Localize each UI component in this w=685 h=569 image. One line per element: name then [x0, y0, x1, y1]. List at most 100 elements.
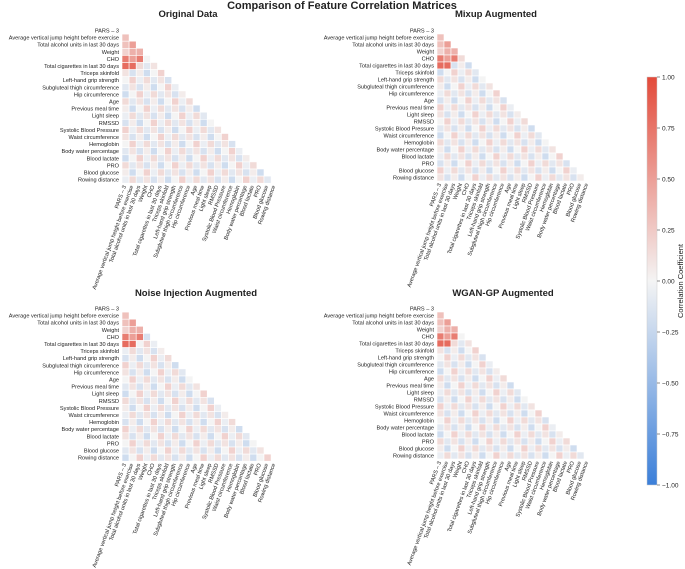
heatmap-cells [121, 33, 272, 184]
heatmap-cell [492, 173, 501, 182]
row-label: Body water percentage [61, 427, 119, 433]
heatmap-cell [457, 451, 466, 460]
heatmap-cell [128, 40, 137, 49]
heatmap-cell [562, 173, 571, 182]
colorbar-tick-label: −1.00 [662, 483, 679, 490]
heatmap-cell [471, 152, 480, 161]
heatmap-cell [436, 395, 445, 404]
row-label: Rowing distance [393, 175, 434, 181]
heatmap-cell [178, 97, 187, 106]
heatmap-cell [135, 55, 144, 63]
heatmap-cell [228, 425, 236, 434]
heatmap-cell [221, 168, 229, 177]
heatmap-cell [436, 33, 445, 42]
heatmap-cell [206, 446, 215, 455]
heatmap-cell [128, 154, 137, 163]
heatmap-cell [513, 173, 522, 182]
heatmap-cell [150, 354, 158, 363]
heatmap-cell [121, 47, 130, 56]
heatmap-cell [464, 444, 473, 453]
heatmap-cell [534, 145, 543, 154]
heatmap-cell [214, 168, 222, 177]
heatmap-cell [471, 89, 480, 98]
heatmap-cell [513, 159, 522, 168]
heatmap-cell [214, 411, 222, 419]
heatmap-cell [178, 161, 187, 170]
heatmap-cell [228, 453, 236, 462]
heatmap-cell [164, 83, 173, 92]
heatmap-cell [436, 332, 445, 341]
heatmap-cell [221, 425, 229, 434]
panel-title: Mixup Augmented [455, 9, 537, 20]
heatmap-cell [171, 111, 180, 120]
heatmap-cell [121, 340, 130, 348]
heatmap-cell [235, 154, 244, 163]
heatmap-cell [214, 425, 222, 434]
heatmap-cell [492, 117, 501, 126]
heatmap-cell [499, 423, 508, 432]
heatmap-cell [506, 138, 515, 147]
heatmap-cell [450, 346, 459, 355]
heatmap-cell [464, 166, 473, 175]
heatmap-cell [228, 432, 236, 441]
heatmap-cell [436, 360, 445, 369]
heatmap-cell [121, 333, 130, 341]
heatmap-cell [478, 166, 487, 175]
heatmap-cell [164, 361, 173, 370]
heatmap-cell [150, 76, 158, 85]
heatmap-cell [478, 451, 487, 460]
heatmap-cell [499, 117, 508, 126]
heatmap-cell [143, 154, 151, 163]
heatmap-cell [436, 311, 445, 320]
heatmap-cell [192, 425, 201, 434]
row-label: Weight [102, 328, 120, 334]
heatmap-cell [128, 347, 137, 356]
heatmap-cell [520, 437, 529, 446]
heatmap-cell [135, 90, 144, 99]
heatmap-cell [206, 133, 215, 141]
heatmap-cell [143, 119, 151, 127]
heatmap-cell [471, 138, 480, 147]
heatmap-cell [450, 124, 459, 133]
heatmap-cell [457, 166, 466, 175]
heatmap-cell [185, 404, 194, 412]
heatmap-cell [192, 411, 201, 419]
heatmap-cell [185, 439, 194, 448]
heatmap-cell [143, 382, 151, 391]
heatmap-cell [520, 423, 529, 432]
row-label: Total cigarettes in last 30 days [44, 342, 119, 348]
row-label: PARS – 3 [95, 307, 119, 313]
heatmap-cell [443, 166, 452, 175]
heatmap-cell [128, 411, 137, 419]
heatmap-cell [128, 382, 137, 391]
heatmap-cell [450, 145, 459, 154]
heatmap-cell [178, 147, 187, 156]
heatmap-cell [171, 418, 180, 427]
row-label: Blood lactate [87, 434, 119, 440]
heatmap-cell [492, 444, 501, 453]
heatmap-cell [121, 133, 130, 141]
heatmap-cell [541, 166, 550, 175]
heatmap-cell [457, 138, 466, 147]
heatmap-cell [150, 396, 158, 405]
heatmap-cell [157, 76, 165, 85]
heatmap-cell [128, 389, 137, 398]
heatmap-cell [513, 430, 522, 439]
heatmap-cell [199, 411, 208, 419]
heatmap-cell [478, 152, 487, 161]
heatmap-cell [249, 453, 258, 462]
heatmap-cell [506, 166, 515, 175]
heatmap-cell [178, 389, 187, 398]
column-label: PRO [566, 460, 576, 474]
heatmap-cell [185, 140, 194, 149]
heatmap-cell [548, 166, 557, 175]
heatmap-cell [464, 75, 473, 84]
heatmap-cell [457, 437, 466, 446]
heatmap-cell [520, 395, 529, 404]
row-label: Average vertical jump height before exer… [324, 313, 434, 319]
heatmap-cell [164, 104, 173, 113]
heatmap-cell [206, 425, 215, 434]
heatmap-cell [443, 451, 452, 460]
